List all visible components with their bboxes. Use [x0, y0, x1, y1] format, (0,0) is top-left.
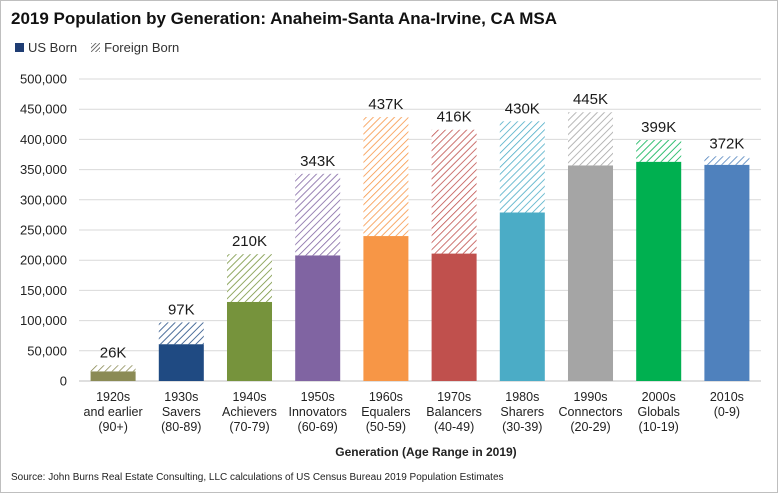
bar-foreign-born — [295, 173, 341, 256]
legend-swatch-us-born — [15, 43, 24, 52]
x-tick-label: 1930s — [164, 390, 198, 404]
x-tick-label: 1960s — [369, 390, 403, 404]
x-tick-label: Innovators — [289, 405, 347, 419]
chart-title: 2019 Population by Generation: Anaheim-S… — [11, 9, 557, 28]
bar-total-label: 343K — [300, 153, 335, 170]
bar-us-born — [431, 253, 477, 381]
x-tick-label: Savers — [162, 405, 201, 419]
x-axis-title: Generation (Age Range in 2019) — [335, 445, 516, 459]
bar-us-born — [158, 344, 204, 381]
y-tick-label: 300,000 — [20, 192, 67, 207]
y-tick-label: 150,000 — [20, 283, 67, 298]
bar-us-born — [567, 165, 614, 381]
bar-total-label: 416K — [437, 109, 472, 126]
bar-us-born — [226, 301, 273, 381]
bar-total-label: 430K — [505, 100, 540, 117]
legend-us-born: US Born — [15, 40, 77, 55]
bar-foreign-born — [158, 322, 204, 345]
bar-total-label: 210K — [232, 233, 267, 250]
x-tick-label: 1990s — [573, 390, 607, 404]
y-tick-label: 200,000 — [20, 253, 67, 268]
bar-us-born — [363, 236, 409, 381]
legend-swatch-foreign-born — [91, 43, 101, 52]
bar-total-label: 399K — [641, 119, 676, 136]
bar-us-born — [499, 212, 545, 381]
source-note: Source: John Burns Real Estate Consultin… — [11, 472, 504, 483]
bar-total-label: 97K — [168, 301, 195, 318]
bar-total-label: 445K — [573, 91, 608, 108]
x-tick-label: (30-39) — [502, 420, 542, 434]
bar-us-born — [704, 164, 750, 381]
x-tick-label: and earlier — [84, 405, 143, 419]
y-tick-label: 250,000 — [20, 223, 67, 238]
y-tick-label: 400,000 — [20, 132, 67, 147]
bar-us-born — [295, 255, 341, 381]
bar-foreign-born — [704, 156, 750, 165]
x-tick-label: (80-89) — [161, 420, 201, 434]
x-tick-label: Achievers — [222, 405, 277, 419]
bar-foreign-born — [90, 365, 136, 372]
y-tick-label: 50,000 — [27, 343, 67, 358]
x-tick-label: Sharers — [500, 405, 544, 419]
legend: US Born Foreign Born — [15, 40, 179, 55]
x-tick-label: Balancers — [426, 405, 482, 419]
bar-total-label: 372K — [709, 135, 744, 152]
bar-us-born — [636, 161, 682, 381]
bar-foreign-born — [226, 254, 273, 302]
y-tick-label: 0 — [60, 374, 67, 389]
legend-foreign-born: Foreign Born — [91, 40, 179, 55]
x-tick-label: Globals — [638, 405, 680, 419]
bar-total-label: 437K — [368, 96, 403, 113]
y-tick-label: 100,000 — [20, 313, 67, 328]
x-tick-label: (20-29) — [570, 420, 610, 434]
bar-foreign-born — [636, 140, 682, 162]
x-tick-label: 1980s — [505, 390, 539, 404]
x-tick-label: (90+) — [98, 420, 128, 434]
x-tick-label: Connectors — [559, 405, 623, 419]
x-tick-label: (10-19) — [639, 420, 679, 434]
x-tick-label: 1920s — [96, 390, 130, 404]
x-tick-label: (40-49) — [434, 420, 474, 434]
x-tick-label: (50-59) — [366, 420, 406, 434]
x-tick-label: Equalers — [361, 405, 410, 419]
x-tick-label: 1950s — [301, 390, 335, 404]
x-tick-label: 2000s — [642, 390, 676, 404]
bar-foreign-born — [499, 121, 545, 213]
x-tick-label: 2010s — [710, 390, 744, 404]
y-tick-label: 350,000 — [20, 162, 67, 177]
bar-foreign-born — [567, 112, 614, 166]
legend-label-foreign-born: Foreign Born — [104, 40, 180, 55]
x-tick-label: 1940s — [232, 390, 266, 404]
bar-foreign-born — [363, 117, 409, 237]
x-tick-label: (0-9) — [714, 405, 740, 419]
bar-foreign-born — [431, 129, 477, 254]
x-tick-label: (70-79) — [229, 420, 269, 434]
bar-us-born — [90, 371, 136, 381]
legend-label-us-born: US Born — [28, 40, 78, 55]
bar-total-label: 26K — [100, 344, 127, 361]
x-tick-label: 1970s — [437, 390, 471, 404]
x-tick-label: (60-69) — [298, 420, 338, 434]
y-tick-label: 450,000 — [20, 102, 67, 117]
y-tick-label: 500,000 — [20, 72, 67, 87]
